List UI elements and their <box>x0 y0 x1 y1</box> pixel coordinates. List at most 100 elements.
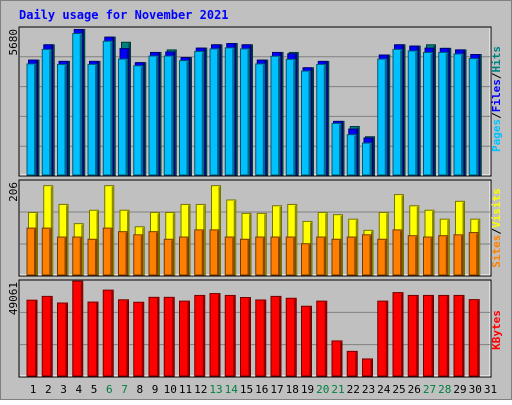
bar-shade <box>64 238 66 275</box>
bar-shade <box>262 64 265 175</box>
bar-shade <box>96 303 98 376</box>
bar-shade <box>156 232 158 275</box>
legend-entry: / <box>490 72 503 79</box>
bar-shade <box>308 72 310 175</box>
bar-sites <box>301 243 311 276</box>
bar-shade <box>65 304 67 376</box>
x-tick-label: 9 <box>152 383 159 396</box>
bar-kbytes <box>209 293 221 377</box>
x-tick-label: 6 <box>106 383 113 396</box>
bar-kbytes <box>301 305 312 377</box>
bar-shade <box>477 300 479 376</box>
bar-pages <box>194 50 205 176</box>
bar-shade <box>323 238 326 275</box>
bar-sites <box>255 236 266 276</box>
bar-shade <box>263 300 266 376</box>
panel-kbytes: 49061 KBytes <box>7 279 503 378</box>
bar-kbytes <box>468 299 480 377</box>
bar-kbytes <box>316 300 328 377</box>
legend-visits-sites: Sites/Visits <box>490 188 503 268</box>
bar-sites <box>270 236 281 276</box>
bar-shade <box>248 298 250 376</box>
bar-shade <box>385 302 388 376</box>
bar-shade <box>340 341 342 376</box>
bar-shade <box>172 298 174 376</box>
bar-shade <box>233 296 235 376</box>
bar-shade <box>354 238 356 275</box>
x-tick-label: 31 <box>484 383 497 396</box>
bar-pages <box>270 55 281 176</box>
bar-shade <box>64 65 66 175</box>
bar-shade <box>34 229 36 275</box>
x-tick-label: 13 <box>209 383 222 396</box>
bar-kbytes <box>118 299 129 377</box>
bar-shade <box>415 51 417 175</box>
bar-shade <box>462 296 464 376</box>
bar-shade <box>202 296 205 376</box>
y-max-label: 5680 <box>7 29 20 56</box>
bar-pages <box>346 134 357 176</box>
panel-pages-files-hits: 5680 Pages/Files/Hits <box>7 26 503 177</box>
bar-shade <box>445 53 448 175</box>
x-tick-label: 4 <box>75 383 82 396</box>
x-tick-label: 18 <box>286 383 299 396</box>
bar-shade <box>461 54 463 176</box>
bar-sites <box>26 227 37 276</box>
x-tick-label: 28 <box>438 383 451 396</box>
bar-shade <box>476 59 478 175</box>
bar-kbytes <box>362 358 373 377</box>
bar-shade <box>384 240 387 275</box>
bar-pages <box>102 40 113 176</box>
legend-kbytes: KBytes <box>490 310 503 350</box>
bar-shade <box>247 240 249 275</box>
legend-pages-files-hits: Pages/Files/Hits <box>490 46 503 152</box>
bar-shade <box>95 240 97 275</box>
bar-sites <box>362 234 372 276</box>
bar-shade <box>126 300 128 376</box>
bar-pages <box>133 65 144 176</box>
legend-entry: Hits <box>490 46 503 73</box>
bar-shade <box>262 238 265 275</box>
bar-sites <box>118 231 128 276</box>
bar-sites <box>41 227 52 276</box>
bar-shade <box>80 282 83 376</box>
bar-shade <box>308 244 310 275</box>
bar-shade <box>34 64 36 175</box>
bar-shade <box>156 57 158 176</box>
bar-sites <box>179 236 189 276</box>
x-tick-label: 19 <box>301 383 314 396</box>
bar-pages <box>438 51 449 176</box>
x-tick-label: 5 <box>91 383 98 396</box>
bar-shade <box>110 42 112 176</box>
bar-sites <box>57 236 67 276</box>
bar-pages <box>377 58 388 176</box>
bar-shade <box>278 57 280 175</box>
bar-pages <box>72 33 83 176</box>
bar-kbytes <box>133 301 145 377</box>
x-tick-label: 8 <box>136 383 143 396</box>
chart-title: Daily usage for November 2021 <box>19 8 229 22</box>
bar-sites <box>407 235 418 276</box>
bar-kbytes <box>407 294 419 377</box>
bar-sites <box>423 236 433 276</box>
bar-shade <box>187 302 189 376</box>
bar-pages <box>316 63 327 176</box>
bar-shade <box>49 229 51 275</box>
bar-pages <box>118 58 128 176</box>
bar-sites <box>133 234 144 276</box>
bar-shade <box>232 48 234 175</box>
bar-shade <box>125 232 127 275</box>
bar-sites <box>163 238 174 276</box>
x-tick-label: 27 <box>423 383 436 396</box>
bar-sites <box>148 231 159 276</box>
bar-shade <box>35 301 37 376</box>
bar-pages <box>285 58 296 176</box>
bar-pages <box>468 58 479 176</box>
bar-sites <box>316 236 327 276</box>
bar-shade <box>140 235 143 275</box>
bar-kbytes <box>331 340 343 377</box>
bar-shade <box>110 229 112 275</box>
bar-shade <box>50 297 52 376</box>
bar-shade <box>125 60 127 175</box>
bar-sites <box>331 238 342 276</box>
